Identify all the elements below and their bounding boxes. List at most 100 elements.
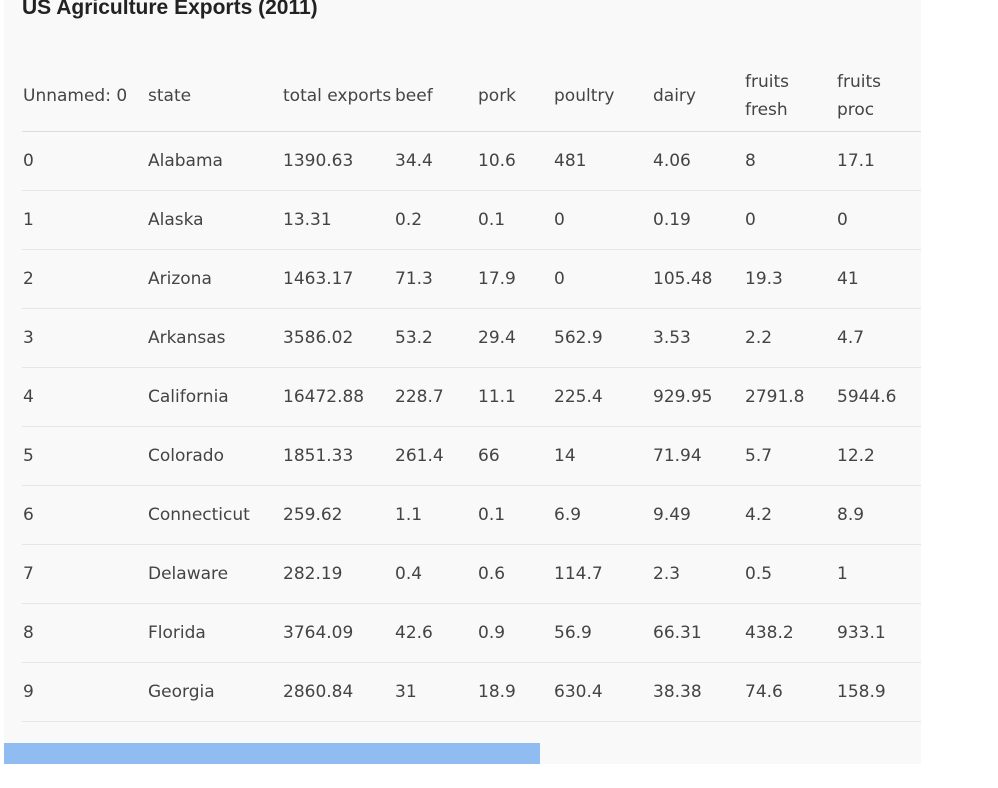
table-cell: 114.7 — [553, 544, 652, 604]
table-body: 0 Alabama 1390.63 34.4 10.6 481 4.06 8 17.1 1 Alas… — [22, 131, 921, 722]
table-cell: 2 — [22, 249, 147, 309]
table-cell: 31 — [394, 662, 477, 722]
table-row: 8 Florida 3764.09 42.6 0.9 56.9 66.31 438.2 933.… — [22, 603, 921, 663]
table-cell: 3764.09 — [282, 603, 394, 663]
table-cell: 2.3 — [652, 544, 744, 604]
table-cell: 8 — [744, 131, 836, 191]
table-cell: 13.31 — [282, 190, 394, 250]
table-cell: 19.3 — [744, 249, 836, 309]
table-cell: Alaska — [147, 190, 282, 250]
table-cell: 2791.8 — [744, 367, 836, 427]
table-cell: 53.2 — [394, 308, 477, 368]
table-cell: Delaware — [147, 544, 282, 604]
table-container: Unnamed: 0 state total exports beef pork poul… — [22, 60, 921, 722]
table-cell: 4.06 — [652, 131, 744, 191]
table-cell: 0.19 — [652, 190, 744, 250]
table-row: 0 Alabama 1390.63 34.4 10.6 481 4.06 8 17.1 — [22, 131, 921, 191]
table-cell: 1463.17 — [282, 249, 394, 309]
table-cell: 0.9 — [477, 603, 553, 663]
table-cell: 17.9 — [477, 249, 553, 309]
table-row: 7 Delaware 282.19 0.4 0.6 114.7 2.3 0.5 1 — [22, 544, 921, 604]
column-header: fruits proc — [836, 60, 921, 132]
table-cell: 0.2 — [394, 190, 477, 250]
table-row: 1 Alaska 13.31 0.2 0.1 0 0.19 0 0 — [22, 190, 921, 250]
table-cell: 0.4 — [394, 544, 477, 604]
table-cell: 38.38 — [652, 662, 744, 722]
table-cell: 933.1 — [836, 603, 921, 663]
column-header: beef — [394, 60, 477, 132]
table-cell: 438.2 — [744, 603, 836, 663]
horizontal-scrollbar[interactable] — [4, 743, 921, 764]
table-row: 2 Arizona 1463.17 71.3 17.9 0 105.48 19.3 41 — [22, 249, 921, 309]
table-row: 4 California 16472.88 228.7 11.1 225.4 929.95 2… — [22, 367, 921, 427]
table-cell: 3 — [22, 308, 147, 368]
column-header: Unnamed: 0 — [22, 60, 147, 132]
table-cell: 105.48 — [652, 249, 744, 309]
table-cell: 74.6 — [744, 662, 836, 722]
table-cell: 228.7 — [394, 367, 477, 427]
table-cell: 1.1 — [394, 485, 477, 545]
table-cell: 3.53 — [652, 308, 744, 368]
table-cell: 5 — [22, 426, 147, 486]
table-cell: 225.4 — [553, 367, 652, 427]
table-cell: 929.95 — [652, 367, 744, 427]
table-cell: 1 — [836, 544, 921, 604]
table-cell: 1390.63 — [282, 131, 394, 191]
table-header-row: Unnamed: 0 state total exports beef pork poul… — [22, 60, 921, 132]
page-title: US Agriculture Exports (2011) — [22, 0, 318, 19]
table-cell: 0 — [553, 249, 652, 309]
table-cell: 259.62 — [282, 485, 394, 545]
table-cell: 2.2 — [744, 308, 836, 368]
table-cell: 481 — [553, 131, 652, 191]
table-cell: 4 — [22, 367, 147, 427]
table-cell: 66.31 — [652, 603, 744, 663]
table-cell: 0 — [22, 131, 147, 191]
table-cell: 8.9 — [836, 485, 921, 545]
table-cell: 0 — [553, 190, 652, 250]
table-cell: 6.9 — [553, 485, 652, 545]
table-row: 3 Arkansas 3586.02 53.2 29.4 562.9 3.53 2.2 4.7 — [22, 308, 921, 368]
table-cell: 42.6 — [394, 603, 477, 663]
table-cell: 0.5 — [744, 544, 836, 604]
column-header: poultry — [553, 60, 652, 132]
column-header: total exports — [282, 60, 394, 132]
table-cell: 10.6 — [477, 131, 553, 191]
table-cell: 29.4 — [477, 308, 553, 368]
table-cell: 5.7 — [744, 426, 836, 486]
table-cell: 11.1 — [477, 367, 553, 427]
column-header: pork — [477, 60, 553, 132]
table-cell: 0.6 — [477, 544, 553, 604]
table-cell: 9.49 — [652, 485, 744, 545]
table-cell: 158.9 — [836, 662, 921, 722]
table-cell: Georgia — [147, 662, 282, 722]
table-cell: 0.1 — [477, 485, 553, 545]
table-cell: 261.4 — [394, 426, 477, 486]
table-cell: 3586.02 — [282, 308, 394, 368]
table-cell: 71.94 — [652, 426, 744, 486]
exports-table: Unnamed: 0 state total exports beef pork poul… — [22, 60, 921, 722]
table-cell: 2860.84 — [282, 662, 394, 722]
table-row: 9 Georgia 2860.84 31 18.9 630.4 38.38 74.6 158.9 — [22, 662, 921, 722]
table-cell: 16472.88 — [282, 367, 394, 427]
table-cell: 17.1 — [836, 131, 921, 191]
table-cell: 9 — [22, 662, 147, 722]
table-cell: Colorado — [147, 426, 282, 486]
table-cell: Connecticut — [147, 485, 282, 545]
table-cell: 0 — [836, 190, 921, 250]
table-row: 5 Colorado 1851.33 261.4 66 14 71.94 5.7 12.2 — [22, 426, 921, 486]
table-cell: 41 — [836, 249, 921, 309]
table-cell: 1 — [22, 190, 147, 250]
table-cell: Alabama — [147, 131, 282, 191]
table-cell: 18.9 — [477, 662, 553, 722]
table-cell: 5944.6 — [836, 367, 921, 427]
table-cell: 6 — [22, 485, 147, 545]
table-cell: 8 — [22, 603, 147, 663]
table-cell: 0.1 — [477, 190, 553, 250]
column-header: dairy — [652, 60, 744, 132]
column-header: state — [147, 60, 282, 132]
table-cell: Arkansas — [147, 308, 282, 368]
table-cell: Arizona — [147, 249, 282, 309]
table-cell: 66 — [477, 426, 553, 486]
scrollbar-thumb[interactable] — [4, 743, 540, 764]
table-row: 6 Connecticut 259.62 1.1 0.1 6.9 9.49 4.2 8.9 — [22, 485, 921, 545]
